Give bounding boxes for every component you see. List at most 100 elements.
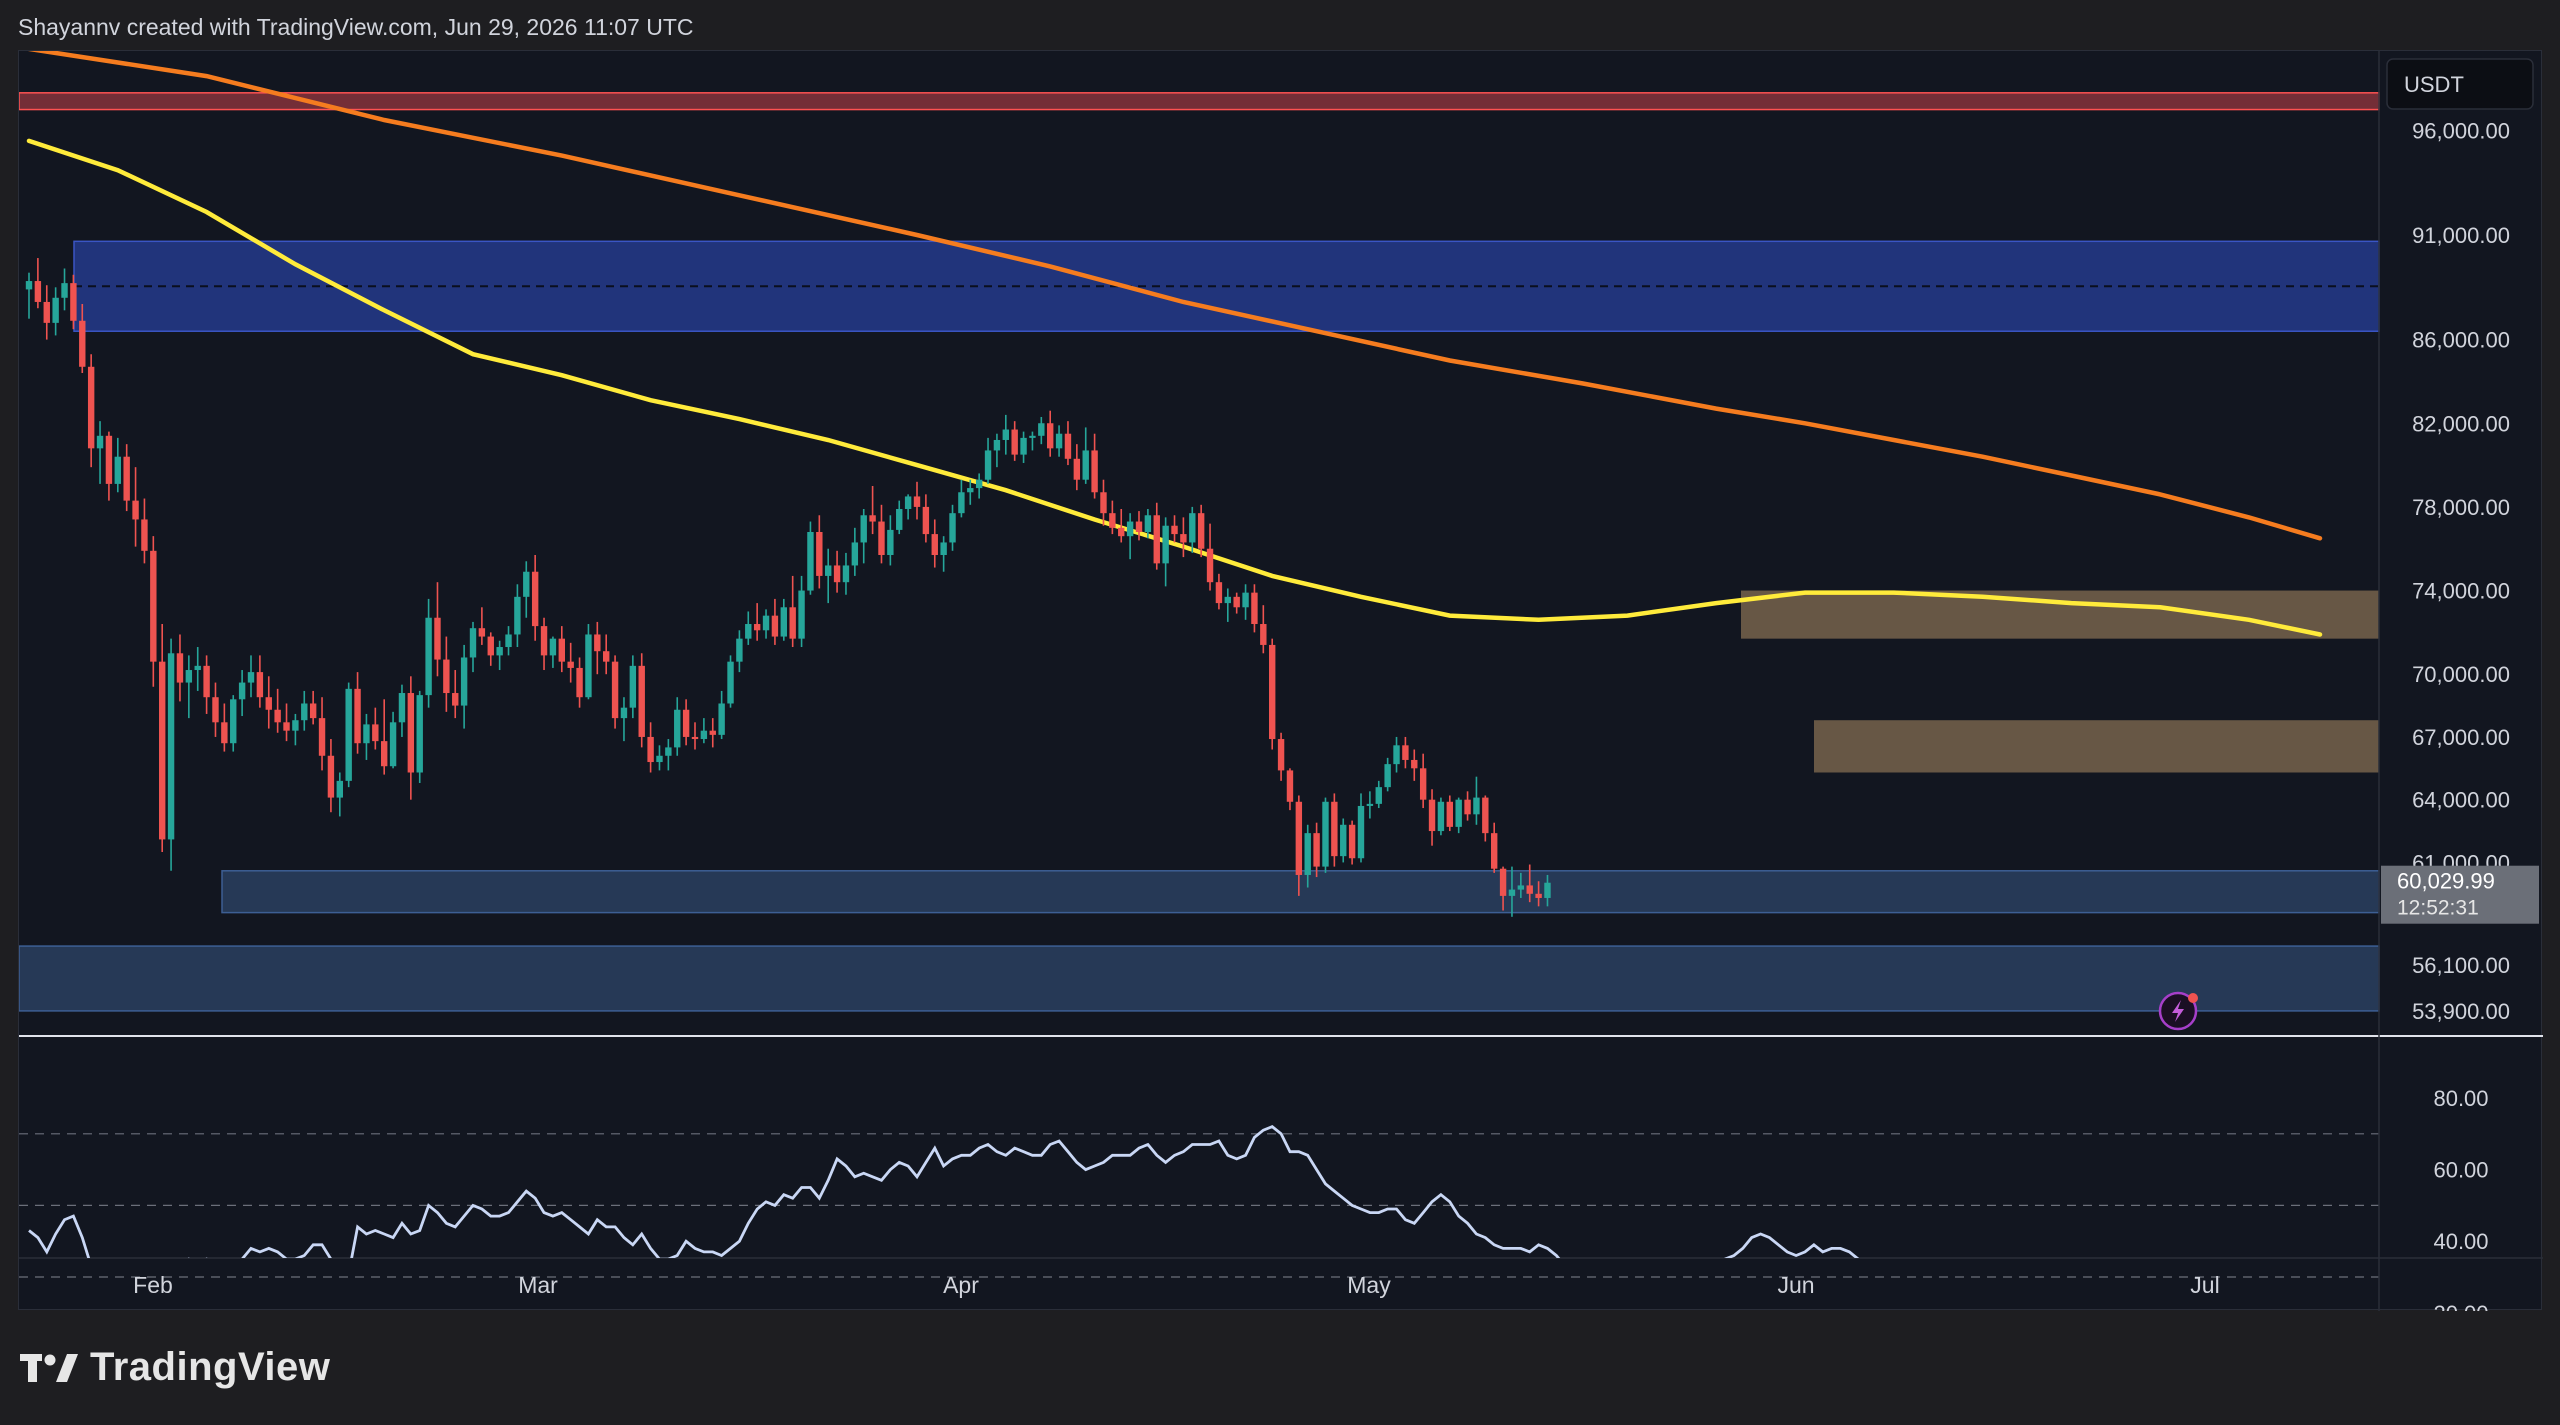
candle — [1197, 504, 1205, 558]
candle-body — [887, 529, 894, 556]
candle — [150, 536, 157, 687]
candle — [301, 690, 308, 731]
tradingview-logo-text: TradingView — [90, 1345, 331, 1389]
candle — [567, 642, 574, 683]
candle-body — [1508, 889, 1516, 896]
candle — [1277, 732, 1285, 781]
candle — [407, 676, 415, 800]
candle-body — [61, 283, 68, 298]
candle — [771, 598, 779, 645]
support-zone — [19, 945, 2380, 1012]
candle — [496, 640, 503, 671]
candle-body — [301, 703, 308, 721]
candle-body — [594, 634, 601, 652]
candle — [629, 655, 637, 719]
candle — [1464, 791, 1471, 821]
candle-body — [1375, 787, 1382, 804]
price-tick-label: 70,000.00 — [2412, 662, 2510, 687]
candle — [780, 598, 787, 641]
candle-body — [949, 513, 956, 543]
chart-frame[interactable]: 96,000.00 91,000.00 86,000.00 82,000.00 78,0… — [18, 50, 2543, 1311]
candle — [540, 617, 548, 671]
candle-body — [665, 747, 672, 756]
candle-body — [1340, 824, 1347, 857]
candle-body — [860, 515, 867, 543]
candle — [469, 621, 477, 673]
candle-body — [505, 634, 512, 648]
candle — [1286, 768, 1294, 811]
candle — [1251, 584, 1258, 633]
candle — [1064, 421, 1072, 466]
candle-body — [309, 703, 317, 719]
time-tick-label: Jul — [2190, 1272, 2219, 1298]
candle — [212, 682, 219, 737]
candle-body — [842, 565, 850, 583]
candle — [381, 699, 388, 775]
candle — [993, 433, 1001, 468]
candle-body — [1224, 596, 1231, 604]
candle — [931, 519, 938, 568]
candle-body — [1446, 801, 1453, 827]
price-tick-label: 74,000.00 — [2412, 579, 2510, 604]
candle-body — [79, 320, 86, 367]
rsi-layer — [28, 1124, 1860, 1258]
candle — [274, 688, 281, 733]
alert-icon — [2158, 991, 2198, 1031]
candle-body — [1269, 644, 1276, 740]
time-tick-label: Feb — [133, 1272, 173, 1298]
lightning-icon — [2172, 1000, 2184, 1022]
price-tick-label: 56,100.00 — [2412, 953, 2510, 978]
candle-body — [389, 722, 397, 767]
candle — [709, 718, 716, 748]
candle-body — [256, 672, 264, 698]
candle — [34, 258, 42, 309]
price-chart[interactable]: 96,000.00 91,000.00 86,000.00 82,000.00 78,0… — [19, 51, 2543, 1311]
last-price-tag: 60,029.99 12:52:31 — [2381, 865, 2539, 924]
candle-body — [398, 693, 406, 723]
candle-body — [1135, 521, 1143, 532]
candle — [96, 421, 104, 484]
candle-body — [1215, 582, 1223, 604]
moving-average-yellow-line — [26, 138, 2323, 637]
fvg-zone — [1741, 590, 2379, 639]
candle — [1295, 795, 1303, 896]
candle — [674, 697, 681, 756]
candle-body — [1455, 799, 1462, 827]
candle-body — [1535, 893, 1542, 898]
rsi-tick-label: 80.00 — [2433, 1086, 2488, 1111]
candle-body — [52, 297, 59, 323]
candle-body — [567, 661, 574, 668]
candle — [1047, 410, 1054, 457]
candle-body — [1038, 423, 1045, 436]
candle — [1091, 433, 1098, 499]
last-price-countdown: 12:52:31 — [2397, 897, 2479, 920]
candle-body — [327, 755, 335, 798]
candle-body — [123, 456, 130, 501]
candle-body — [1491, 833, 1498, 869]
candle-body — [265, 697, 272, 710]
candle-body — [896, 508, 903, 530]
candle — [1126, 513, 1134, 560]
candle — [1304, 824, 1311, 888]
candle-body — [878, 521, 885, 556]
time-tick-label: Apr — [943, 1272, 979, 1298]
candle — [345, 682, 352, 788]
candle — [860, 508, 867, 564]
candle-body — [1233, 596, 1240, 608]
currency-badge-box — [2386, 58, 2534, 110]
candle-body — [1366, 803, 1374, 806]
candle — [1082, 427, 1089, 484]
candle — [753, 603, 761, 641]
candle — [141, 498, 148, 564]
candle-body — [638, 665, 645, 737]
candle — [1118, 508, 1125, 543]
candle — [665, 739, 672, 771]
candle-body — [1073, 458, 1081, 480]
candle — [70, 274, 77, 330]
candle-body — [1055, 433, 1063, 449]
candle — [230, 695, 237, 752]
candle-body — [718, 703, 725, 735]
candle-body — [1082, 450, 1089, 480]
candle — [913, 481, 921, 520]
candle-body — [967, 488, 974, 493]
